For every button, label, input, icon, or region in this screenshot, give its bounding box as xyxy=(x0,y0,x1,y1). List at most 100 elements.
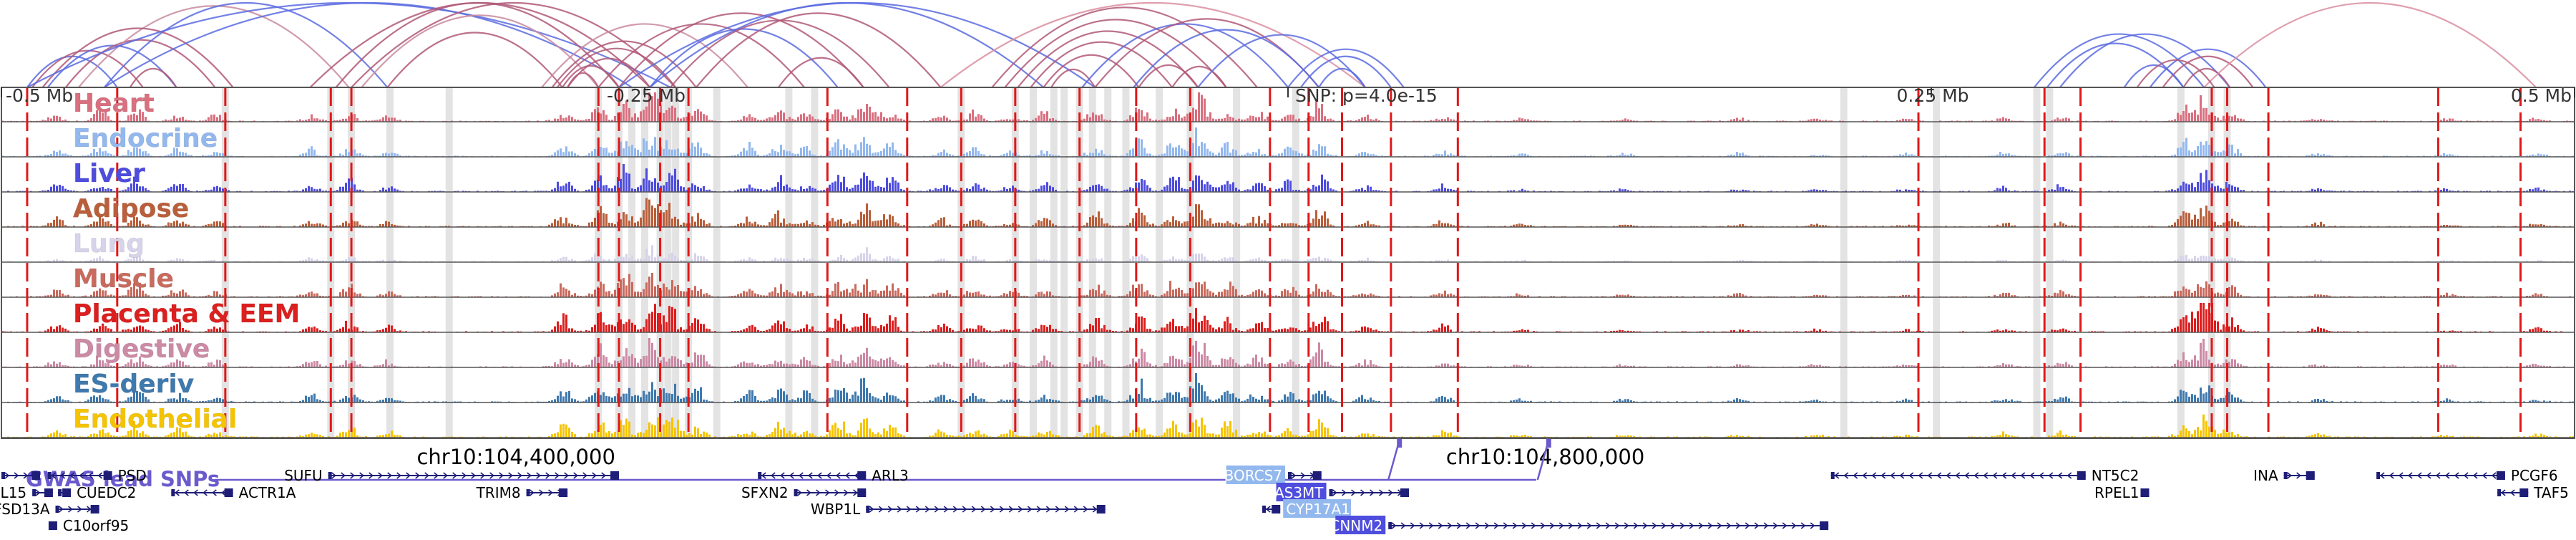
loop-arc-11 xyxy=(335,1,620,88)
track-signal-bars xyxy=(1,127,2574,157)
gene-label: SUFU xyxy=(284,467,322,484)
loop-arc-4 xyxy=(78,5,350,88)
gene-exon xyxy=(44,488,53,497)
gene-exon xyxy=(47,472,52,479)
gene-label: INA xyxy=(2253,467,2278,484)
gene-label: CYP17A1 xyxy=(1286,501,1350,518)
gene-exon xyxy=(52,522,57,529)
loop-arc-26 xyxy=(618,1,1096,88)
track-label-digestive: Digestive xyxy=(73,334,210,364)
loop-arc-45 xyxy=(2046,42,2185,88)
gene-wbp1l[interactable]: WBP1L xyxy=(811,501,1106,518)
highlight-column-33 xyxy=(2177,87,2185,438)
highlight-column-25 xyxy=(1156,87,1163,438)
loop-arc-25 xyxy=(778,57,864,88)
gene-rpel1[interactable]: RPEL1 xyxy=(2094,484,2150,501)
gene-label-box xyxy=(1276,483,1327,501)
track-signal-bars xyxy=(7,373,2574,402)
gene-taf5[interactable]: TAF5 xyxy=(2497,484,2569,501)
highlight-column-8 xyxy=(641,87,648,438)
gene-pcgf6[interactable]: PCGF6 xyxy=(2376,467,2558,484)
gene-sfxn2[interactable]: SFXN2 xyxy=(741,484,867,501)
gene-label: TRIM8 xyxy=(476,484,521,501)
gene-as3mt[interactable]: AS3MT xyxy=(1274,483,1410,501)
gene-exon xyxy=(55,506,59,513)
gene-label: CNNM2 xyxy=(1330,517,1382,534)
loop-arc-39 xyxy=(940,2,1366,88)
loop-arc-16 xyxy=(562,64,620,88)
gene-exon xyxy=(1329,489,1333,496)
gene-exon xyxy=(2497,489,2502,496)
gene-exon xyxy=(31,471,40,480)
gene-c10orf95[interactable]: C10orf95 xyxy=(48,517,129,534)
loop-arc-19 xyxy=(551,40,697,88)
gene-exon xyxy=(2496,471,2505,480)
track-label-liver: Liver xyxy=(73,159,145,188)
highlight-column-7 xyxy=(628,87,636,438)
signal-tracks xyxy=(1,92,2575,438)
gene-cyp17a1[interactable]: CYP17A1 xyxy=(1262,499,1352,518)
gene-exon xyxy=(1388,522,1392,529)
loop-arc-14 xyxy=(351,2,676,88)
gene-exon xyxy=(1820,521,1829,530)
x-axis: -0.5 Mb -0.25 Mb SNP: p=4.0e-15 0.25 Mb 0.5 … xyxy=(1,85,2575,469)
gene-strand-arrows xyxy=(869,506,1098,513)
highlight-column-30 xyxy=(1933,87,1941,438)
gwas-connector-0 xyxy=(1387,438,1400,481)
track-label-endothelial: Endothelial xyxy=(73,405,237,434)
gene-ina[interactable]: INA xyxy=(2253,467,2315,484)
gene-label-box xyxy=(1335,516,1386,534)
loop-arc-51 xyxy=(2123,64,2185,88)
loop-arc-43 xyxy=(1287,48,1405,88)
track-adipose xyxy=(1,198,2575,228)
gene-exon xyxy=(758,472,762,479)
loop-arc-21 xyxy=(597,23,805,88)
gene-exon xyxy=(58,489,62,496)
gene-exon xyxy=(2376,472,2381,479)
gene-psd[interactable]: PSD xyxy=(47,467,147,484)
loop-arc-40 xyxy=(1133,29,1320,88)
chromatin-loops xyxy=(26,1,2537,88)
track-endocrine xyxy=(1,127,2575,158)
highlight-column-4 xyxy=(445,87,453,438)
gene-nt5c2[interactable]: NT5C2 xyxy=(1830,467,2140,484)
gene-exon xyxy=(2519,488,2529,497)
gene-trim8[interactable]: TRIM8 xyxy=(476,484,568,501)
gene-exon xyxy=(328,472,332,479)
gene-exon xyxy=(559,488,568,497)
gene-exon xyxy=(1,472,5,479)
loop-arc-6 xyxy=(129,67,177,88)
gene-borcs7[interactable]: BORCS7 xyxy=(1224,466,1322,484)
loop-arc-41 xyxy=(1197,34,1366,88)
track-signal-bars xyxy=(1,92,2574,122)
track-muscle xyxy=(1,273,2575,298)
gene-cnnm2[interactable]: CNNM2 xyxy=(1330,516,1829,534)
track-signal-bars xyxy=(7,198,2571,227)
gene-exon xyxy=(90,505,99,514)
axis-tick-label-4: 0.5 Mb xyxy=(2511,85,2572,106)
gene-exon xyxy=(2283,472,2288,479)
gene-annotations: FKB2 PSD SUFU ARL3 BORCS7 NT5C2 INA PCGF6 FBXL15… xyxy=(0,466,2569,534)
gene-strand-arrows xyxy=(1834,472,2082,479)
gene-strand-arrows xyxy=(51,472,103,479)
gene-arl3[interactable]: ARL3 xyxy=(758,467,909,484)
gene-exon xyxy=(794,489,798,496)
gene-mfsd13a[interactable]: MFSD13A xyxy=(0,501,99,518)
gene-actr1a[interactable]: ACTR1A xyxy=(171,484,296,501)
loop-arc-32 xyxy=(1017,30,1199,88)
loop-arc-13 xyxy=(386,32,563,88)
gene-exon xyxy=(62,488,72,497)
gene-fbxl15[interactable]: FBXL15 xyxy=(0,484,53,501)
gene-exon xyxy=(1830,472,1835,479)
gene-fkb2[interactable]: FKB2 xyxy=(0,467,40,484)
gene-sufu[interactable]: SUFU xyxy=(284,467,620,484)
highlight-column-14 xyxy=(785,87,793,438)
loop-arc-30 xyxy=(1043,54,1140,88)
loop-arc-47 xyxy=(2059,33,2230,88)
track-es-deriv xyxy=(1,373,2575,403)
highlight-column-27 xyxy=(1233,87,1241,438)
loop-arc-31 xyxy=(1030,41,1174,88)
highlight-column-23 xyxy=(1104,87,1112,438)
gene-exon xyxy=(171,489,175,496)
gene-cuedc2[interactable]: CUEDC2 xyxy=(58,484,136,501)
